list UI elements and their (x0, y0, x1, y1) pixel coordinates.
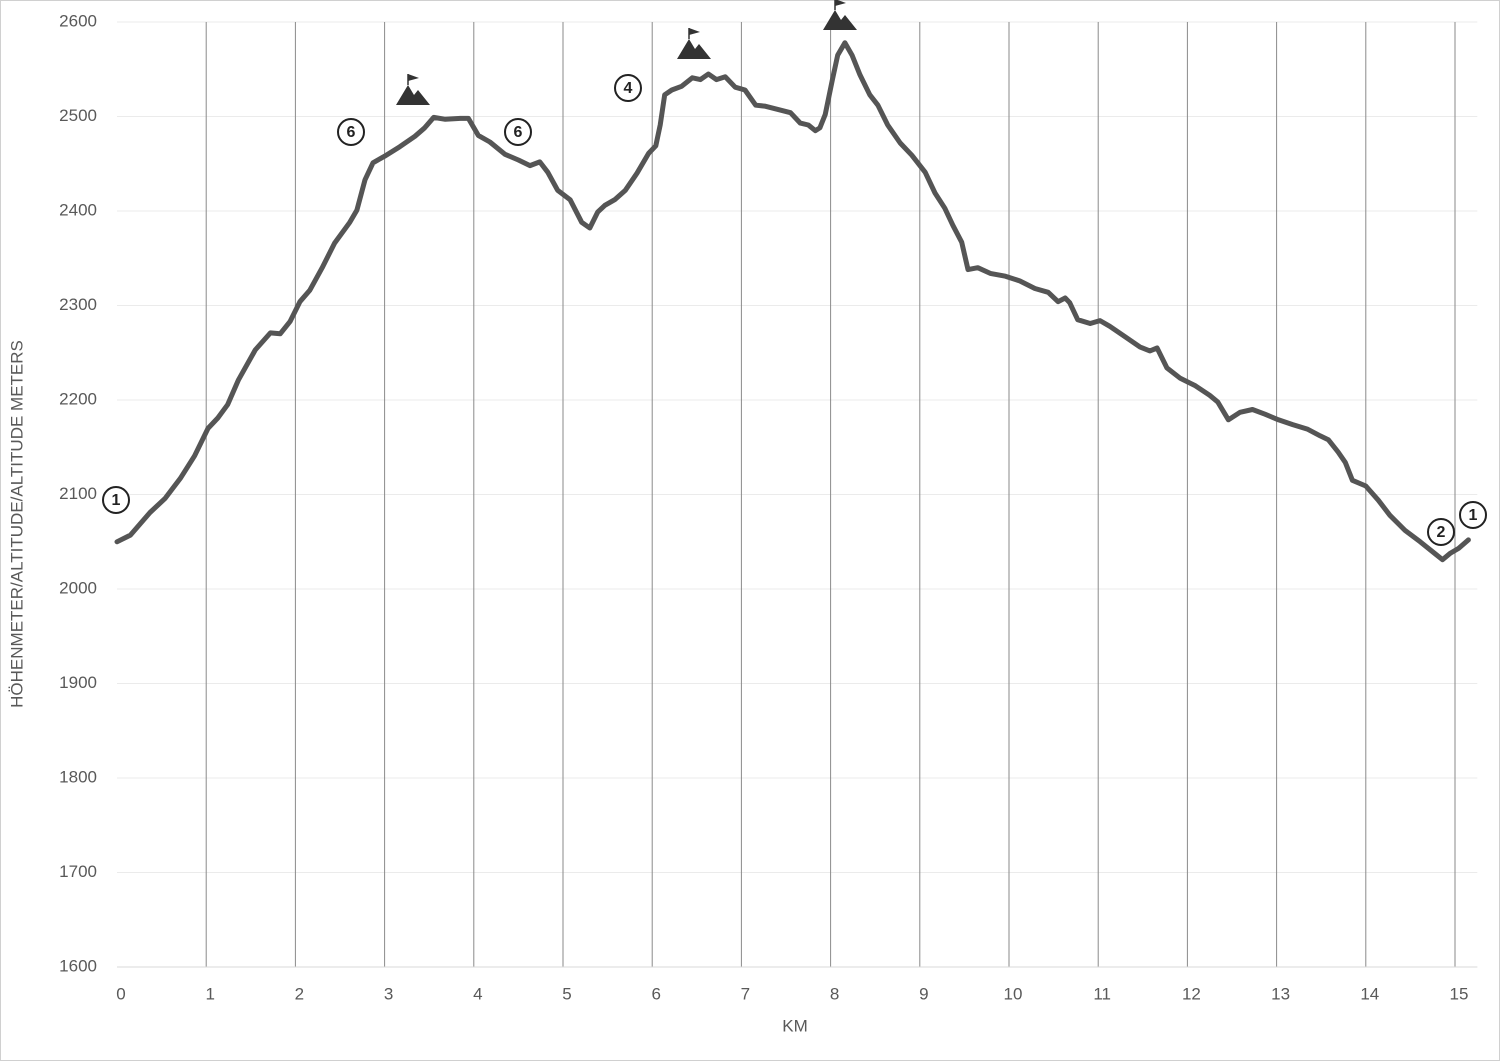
x-tick-label: 6 (651, 984, 660, 1003)
annotation-circle (1459, 501, 1487, 529)
y-tick-label: 2500 (59, 106, 97, 125)
y-tick-label: 2300 (59, 295, 97, 314)
y-tick-label: 1800 (59, 767, 97, 786)
annotation-label: 6 (514, 124, 523, 141)
elevation-line (114, 40, 1471, 563)
x-tick-label: 12 (1182, 984, 1201, 1003)
x-tick-label: 8 (830, 984, 839, 1003)
y-tick-label: 1700 (59, 862, 97, 881)
y-tick-label: 2200 (59, 389, 97, 408)
summit-flag (408, 74, 419, 81)
y-tick-label: 2100 (59, 484, 97, 503)
summit-icon (677, 39, 711, 59)
x-tick-label: 3 (384, 984, 393, 1003)
annotation-label: 1 (112, 492, 121, 509)
x-tick-label: 14 (1360, 984, 1379, 1003)
x-tick-label: 15 (1450, 984, 1469, 1003)
x-tick-label: 11 (1093, 984, 1111, 1003)
summit-icon (396, 85, 430, 105)
y-tick-label: 2000 (59, 578, 97, 597)
x-tick-label: 1 (205, 984, 214, 1003)
x-tick-label: 7 (741, 984, 750, 1003)
x-axis-label: KM (782, 1016, 808, 1035)
annotation-circle (1427, 518, 1455, 546)
x-tick-label: 4 (473, 984, 482, 1003)
annotation-circle (614, 74, 642, 102)
y-tick-label: 1600 (59, 956, 97, 975)
y-tick-label: 1900 (59, 673, 97, 692)
annotation-circle (504, 118, 532, 146)
summit-flag (835, 0, 846, 6)
y-tick-label: 2400 (59, 200, 97, 219)
annotation-label: 2 (1437, 524, 1446, 541)
annotation-label: 6 (347, 124, 356, 141)
x-tick-label: 13 (1271, 984, 1290, 1003)
annotation-circle (102, 486, 130, 514)
x-tick-label: 10 (1004, 984, 1023, 1003)
annotation-label: 4 (624, 80, 633, 97)
x-tick-label: 2 (295, 984, 304, 1003)
y-tick-label: 2600 (59, 11, 97, 30)
x-tick-label: 0 (116, 984, 125, 1003)
summit-flag (689, 28, 700, 35)
x-tick-label: 5 (562, 984, 571, 1003)
annotation-label: 1 (1469, 507, 1478, 524)
y-axis-label: HÖHENMETER/ALTITUDE/ALTITUDE METERS (7, 340, 26, 708)
summit-icon (823, 10, 857, 30)
annotation-circle (337, 118, 365, 146)
x-tick-label: 9 (919, 984, 928, 1003)
